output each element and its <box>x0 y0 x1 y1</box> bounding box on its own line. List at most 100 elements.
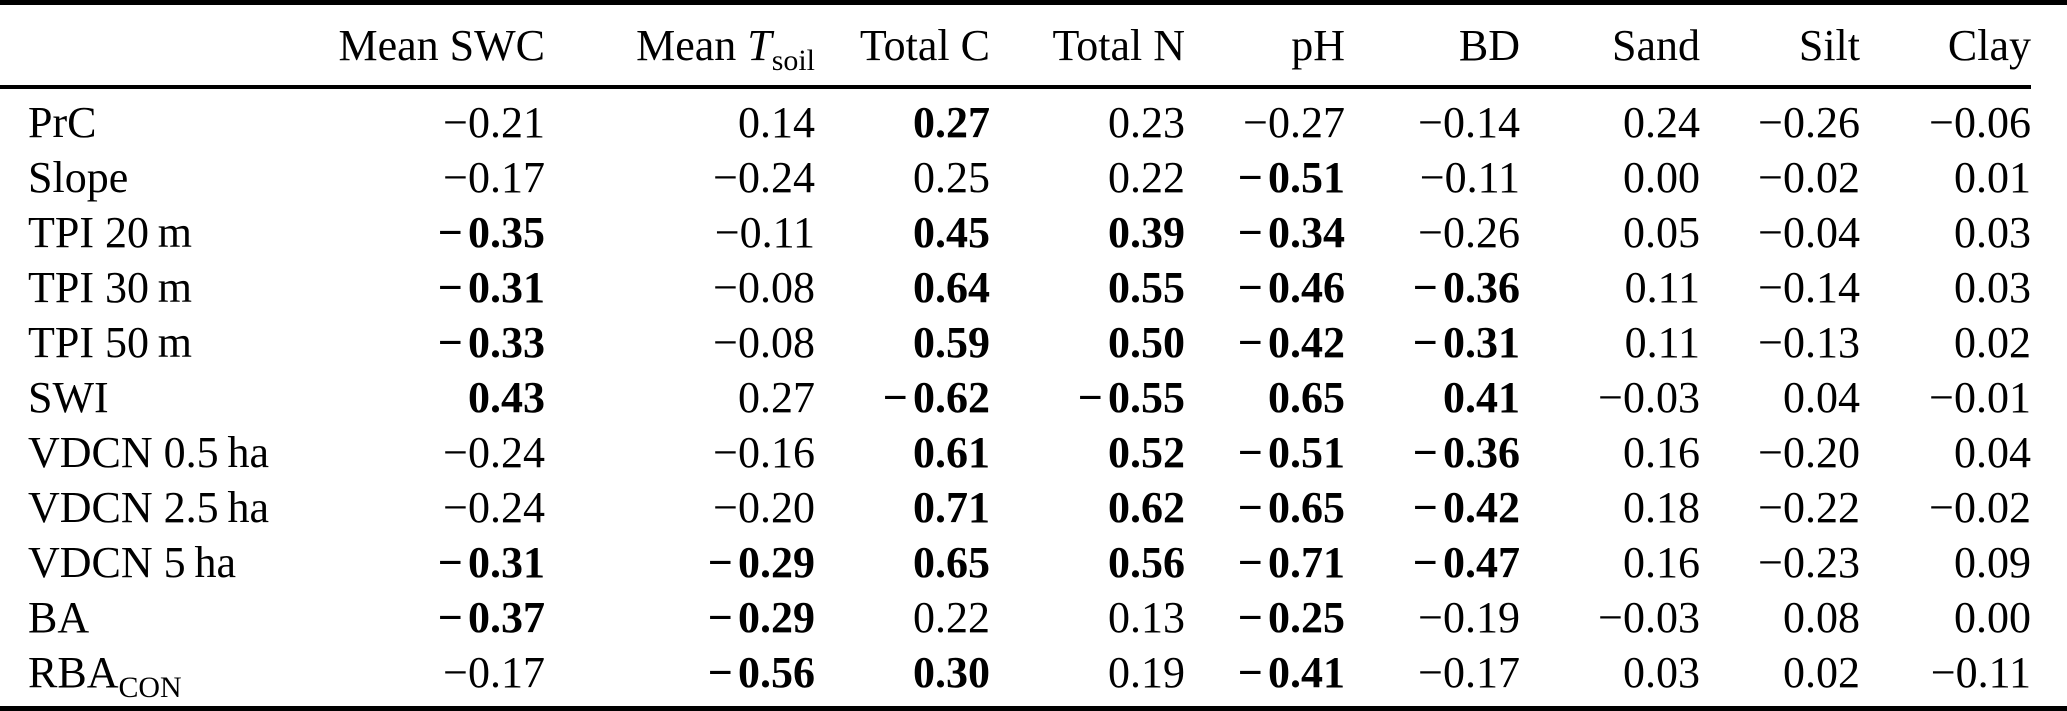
cell-tpi-50m-silt: −0.13 <box>1758 318 1860 367</box>
cell-ba-ph: −0.25 <box>1237 593 1345 642</box>
cell-ba-mean-tsoil: −0.29 <box>707 593 815 642</box>
table-body: PrC −0.21 0.14 0.27 0.23 −0.27 −0.14 0.24 −0.26−… <box>0 87 2031 704</box>
table-row-slope: Slope −0.17 −0.24 0.25 0.22−0.51 −0.11 0.00 −0.… <box>0 150 2031 205</box>
minus-sign: − <box>437 318 463 367</box>
col-header-silt: Silt <box>1700 5 1860 89</box>
col-header-ph: pH <box>1185 5 1345 89</box>
cell-tpi-30m-mean-swc: −0.31 <box>437 263 545 312</box>
cell-vdcn-5ha-clay: 0.09 <box>1954 538 2031 587</box>
col-header-sand: Sand <box>1520 5 1700 89</box>
cell-slope-ph: −0.51 <box>1237 153 1345 202</box>
cell-tpi-30m-sand: 0.11 <box>1624 263 1700 312</box>
cell-ba-clay: 0.00 <box>1954 593 2031 642</box>
cell-prc-mean-swc: −0.21 <box>443 98 545 147</box>
cell-slope-sand: 0.00 <box>1623 153 1700 202</box>
table-row-vdcn-5ha: VDCN 5 ha −0.31 −0.29 0.65 0.56 −0.71 −0.47 0.1… <box>0 535 2031 590</box>
cell-tpi-30m-silt: −0.14 <box>1758 263 1860 312</box>
cell-tpi-50m-mean-tsoil: −0.08 <box>713 318 815 367</box>
cell-vdcn-25ha-ph: −0.65 <box>1237 483 1345 532</box>
cell-swi-total-c: −0.62 <box>882 373 990 422</box>
row-label-tpi-30m: TPI 30 m <box>28 263 193 312</box>
table-row-swi: SWI 0.43 0.27 −0.62 −0.55 0.65 0.41 −0.03 0.04 −0… <box>0 370 2031 425</box>
cell-tpi-30m-ph: −0.46 <box>1237 263 1345 312</box>
cell-vdcn-05ha-clay: 0.04 <box>1954 428 2031 477</box>
col-header-mean-tsoil: Mean Tsoil <box>545 5 815 89</box>
cell-vdcn-5ha-sand: 0.16 <box>1623 538 1700 587</box>
col-header-bd: BD <box>1345 5 1520 89</box>
table-row-tpi-50m: TPI 50 m −0.33 −0.08 0.59 0.50 −0.42 −0.31 0.11… <box>0 315 2031 370</box>
cell-vdcn-25ha-mean-tsoil: −0.20 <box>713 483 815 532</box>
minus-sign: − <box>1237 318 1263 367</box>
row-label-rba-con: RBACON <box>28 648 182 704</box>
cell-prc-mean-tsoil: 0.14 <box>738 98 815 147</box>
cell-rba-con-mean-swc: −0.17 <box>443 648 545 697</box>
minus-sign: − <box>1412 318 1438 367</box>
cell-slope-clay: 0.01 <box>1954 153 2031 202</box>
minus-sign: − <box>437 208 463 257</box>
minus-sign: − <box>1237 483 1263 532</box>
cell-tpi-50m-clay: 0.02 <box>1954 318 2031 367</box>
minus-sign: − <box>1237 428 1263 477</box>
cell-vdcn-5ha-mean-tsoil: −0.29 <box>707 538 815 587</box>
cell-tpi-20m-total-n: 0.39 <box>1108 208 1185 257</box>
minus-sign: − <box>437 593 463 642</box>
cell-swi-total-n: −0.55 <box>1077 373 1185 422</box>
cell-swi-mean-swc: 0.43 <box>468 373 545 422</box>
cell-swi-bd: 0.41 <box>1443 373 1520 422</box>
cell-tpi-20m-silt: −0.04 <box>1758 208 1860 257</box>
cell-vdcn-05ha-mean-swc: −0.24 <box>443 428 545 477</box>
col-header-total-n: Total N <box>990 5 1185 89</box>
minus-sign: − <box>1237 263 1263 312</box>
cell-ba-silt: 0.08 <box>1783 593 1860 642</box>
row-label-tpi-20m: TPI 20 m <box>28 208 193 257</box>
cell-tpi-50m-sand: 0.11 <box>1624 318 1700 367</box>
cell-vdcn-05ha-total-n: 0.52 <box>1108 428 1185 477</box>
row-label-ba: BA <box>28 593 90 642</box>
row-label-vdcn-25ha: VDCN 2.5 ha <box>28 483 270 532</box>
cell-slope-mean-swc: −0.17 <box>443 153 545 202</box>
table-row-rba-con: RBACON −0.17 −0.56 0.30 0.19 −0.41 −0.17 0.03 0.… <box>0 645 2031 704</box>
cell-tpi-50m-mean-swc: −0.33 <box>437 318 545 367</box>
minus-sign: − <box>1237 208 1263 257</box>
cell-vdcn-05ha-total-c: 0.61 <box>913 428 990 477</box>
cell-slope-mean-tsoil: −0.24 <box>713 153 815 202</box>
cell-rba-con-total-n: 0.19 <box>1108 648 1185 697</box>
cell-tpi-50m-ph: −0.42 <box>1237 318 1345 367</box>
cell-vdcn-25ha-mean-swc: −0.24 <box>443 483 545 532</box>
col-header-clay: Clay <box>1860 5 2031 89</box>
row-label-tpi-50m: TPI 50 m <box>28 318 193 367</box>
cell-vdcn-05ha-ph: −0.51 <box>1237 428 1345 477</box>
cell-tpi-50m-total-c: 0.59 <box>913 318 990 367</box>
row-label-swi: SWI <box>28 373 109 422</box>
minus-sign: − <box>707 538 733 587</box>
cell-swi-silt: 0.04 <box>1783 373 1860 422</box>
minus-sign: − <box>437 538 463 587</box>
cell-tpi-20m-bd: −0.26 <box>1418 208 1520 257</box>
cell-ba-total-n: 0.13 <box>1108 593 1185 642</box>
table-row-vdcn-05ha: VDCN 0.5 ha −0.24 −0.16 0.61 0.52−0.51−0.36 0… <box>0 425 2031 480</box>
cell-vdcn-05ha-silt: −0.20 <box>1758 428 1860 477</box>
minus-sign: − <box>707 648 733 697</box>
cell-vdcn-05ha-bd: −0.36 <box>1412 428 1520 477</box>
cell-vdcn-25ha-total-c: 0.71 <box>913 483 990 532</box>
table-row-tpi-20m: TPI 20 m −0.35 −0.11 0.45 0.39 −0.34 −0.26 0.05… <box>0 205 2031 260</box>
cell-rba-con-mean-tsoil: −0.56 <box>707 648 815 697</box>
cell-prc-total-n: 0.23 <box>1108 98 1185 147</box>
table-row-tpi-30m: TPI 30 m −0.31 −0.08 0.64 0.55 −0.46 −0.36 0.11… <box>0 260 2031 315</box>
cell-prc-ph: −0.27 <box>1243 98 1345 147</box>
minus-sign: − <box>882 373 908 422</box>
cell-prc-sand: 0.24 <box>1623 98 1700 147</box>
cell-tpi-20m-mean-swc: −0.35 <box>437 208 545 257</box>
cell-vdcn-25ha-clay: −0.02 <box>1929 483 2031 532</box>
col-header-total-c: Total C <box>815 5 990 89</box>
cell-vdcn-25ha-silt: −0.22 <box>1758 483 1860 532</box>
col-header-mean-swc: Mean SWC <box>330 5 545 89</box>
minus-sign: − <box>1412 263 1438 312</box>
cell-swi-clay: −0.01 <box>1929 373 2031 422</box>
cell-rba-con-bd: −0.17 <box>1418 648 1520 697</box>
minus-sign: − <box>437 263 463 312</box>
cell-rba-con-total-c: 0.30 <box>913 648 990 697</box>
